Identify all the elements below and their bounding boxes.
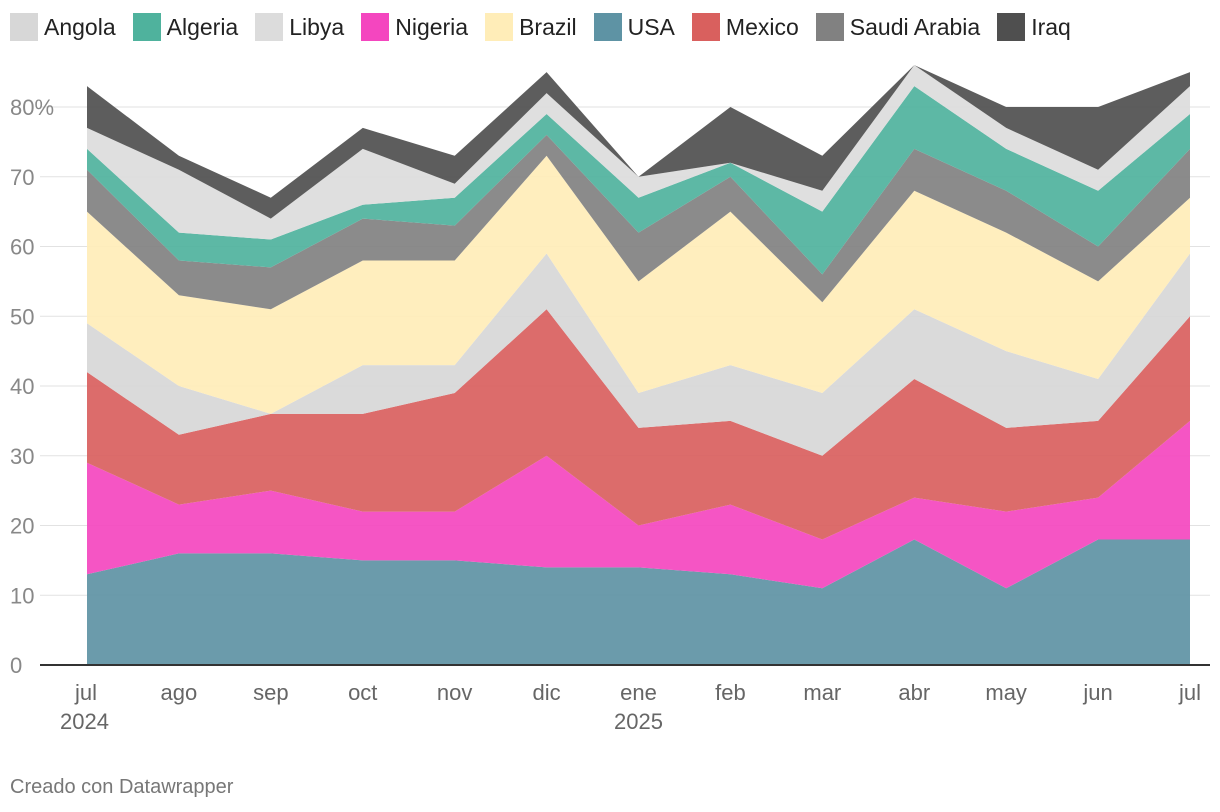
y-tick-label: 50 [10, 304, 34, 329]
x-tick-label: jun [1082, 680, 1112, 705]
x-year-label: 2025 [614, 709, 663, 734]
area-saudi-arabia [87, 134, 1190, 310]
y-tick-label: 0 [10, 653, 22, 678]
x-year-label: 2024 [60, 709, 109, 734]
legend-item-iraq: Iraq [997, 13, 1071, 41]
y-tick-label: 80% [10, 95, 54, 120]
y-tick-label: 60 [10, 235, 34, 260]
x-tick-label: nov [437, 680, 472, 705]
legend-swatch [997, 13, 1026, 41]
legend-label: Brazil [519, 13, 577, 40]
x-tick-label: may [985, 680, 1027, 705]
chart-legend: Angola Algeria Libya Nigeria Brazil USA … [10, 12, 1088, 42]
legend-swatch [593, 13, 622, 41]
legend-swatch [255, 13, 284, 41]
legend-label: USA [627, 13, 675, 40]
area-usa [87, 539, 1190, 665]
x-tick-label: abr [898, 680, 930, 705]
area-algeria [87, 86, 1190, 275]
area-libya [87, 65, 1190, 240]
legend-swatch [691, 13, 720, 41]
y-tick-label: 20 [10, 514, 34, 539]
x-tick-label: jul [74, 680, 97, 705]
area-mexico [87, 309, 1190, 540]
legend-swatch [485, 13, 514, 41]
area-angola [87, 253, 1190, 456]
legend-label: Mexico [725, 13, 799, 40]
legend-label: Libya [289, 13, 345, 40]
x-tick-label: ago [161, 680, 198, 705]
legend-label: Saudi Arabia [849, 13, 981, 40]
x-tick-label: mar [803, 680, 841, 705]
x-tick-label: sep [253, 680, 288, 705]
y-tick-label: 70 [10, 165, 34, 190]
legend-item-algeria: Algeria [132, 13, 239, 41]
legend-swatch [10, 13, 38, 41]
y-tick-label: 10 [10, 583, 34, 608]
legend-item-mexico: Mexico [691, 13, 799, 41]
area-nigeria [87, 420, 1190, 589]
legend-item-libya: Libya [255, 13, 344, 41]
legend-label: Angola [44, 13, 116, 40]
legend-item-nigeria: Nigeria [361, 13, 468, 41]
legend-item-usa: USA [593, 13, 675, 41]
area-brazil [87, 155, 1190, 414]
credit-footer: Creado con Datawrapper [10, 776, 234, 798]
legend-item-brazil: Brazil [485, 13, 577, 41]
legend-swatch [815, 13, 844, 41]
legend-item-angola: Angola [10, 13, 116, 41]
x-tick-label: ene [620, 680, 657, 705]
x-tick-label: oct [348, 680, 377, 705]
legend-label: Algeria [166, 13, 239, 40]
x-tick-label: dic [533, 680, 561, 705]
y-tick-label: 30 [10, 444, 34, 469]
legend-item-saudi-arabia: Saudi Arabia [815, 13, 981, 41]
legend-label: Nigeria [395, 13, 469, 40]
x-tick-label: feb [715, 680, 746, 705]
y-tick-label: 40 [10, 374, 34, 399]
legend-swatch [132, 13, 161, 41]
x-tick-label: jul [1178, 680, 1201, 705]
legend-swatch [361, 13, 390, 41]
legend-label: Iraq [1031, 13, 1071, 40]
